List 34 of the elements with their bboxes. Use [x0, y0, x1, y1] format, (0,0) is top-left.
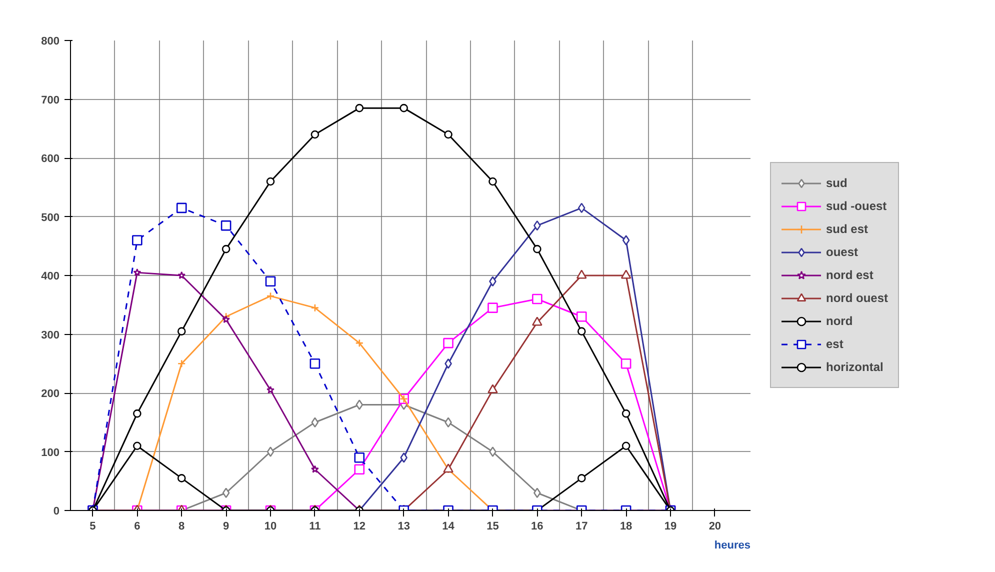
x-tick-label: 5	[90, 520, 96, 532]
x-tick-label: 18	[620, 520, 632, 532]
x-tick-label: 9	[222, 520, 230, 532]
legend-label: nord est	[826, 268, 874, 282]
y-tick-label: 500	[41, 212, 60, 224]
x-tick-label: 16	[531, 520, 544, 532]
x-tick-label: 12	[353, 520, 366, 532]
y-tick-label: 600	[41, 153, 60, 165]
x-tick-label: 6	[134, 520, 140, 532]
legend-label: sud -ouest	[826, 199, 887, 213]
legend-label: sud est	[826, 222, 868, 236]
legend-label: est	[826, 337, 844, 351]
y-tick-label: 400	[41, 270, 60, 282]
y-tick-label: 200	[41, 388, 60, 400]
x-tick-label: 10	[264, 520, 277, 532]
y-tick-label: 700	[41, 94, 60, 106]
legend-label: horizontal	[826, 360, 884, 374]
x-tick-label: 17	[575, 520, 588, 532]
legend-label: nord ouest	[826, 291, 888, 305]
x-tick-label: 15	[486, 520, 499, 532]
x-tick-label: 8	[178, 520, 185, 532]
x-tick-label: 14	[442, 520, 456, 532]
legend-label: nord	[826, 314, 853, 328]
y-tick-label: 300	[41, 329, 60, 342]
y-tick-label: 800	[41, 36, 60, 48]
x-tick-label: 13	[398, 520, 410, 532]
y-tick-label: 0	[53, 506, 60, 518]
legend-label: ouest	[826, 245, 858, 259]
x-tick-label: 19	[664, 520, 677, 532]
x-tick-label: 20	[708, 520, 722, 532]
legend-label: sud	[826, 176, 848, 190]
x-tick-label: 11	[309, 520, 321, 532]
y-tick-label: 100	[41, 446, 60, 459]
x-axis-title: heures	[714, 540, 751, 552]
